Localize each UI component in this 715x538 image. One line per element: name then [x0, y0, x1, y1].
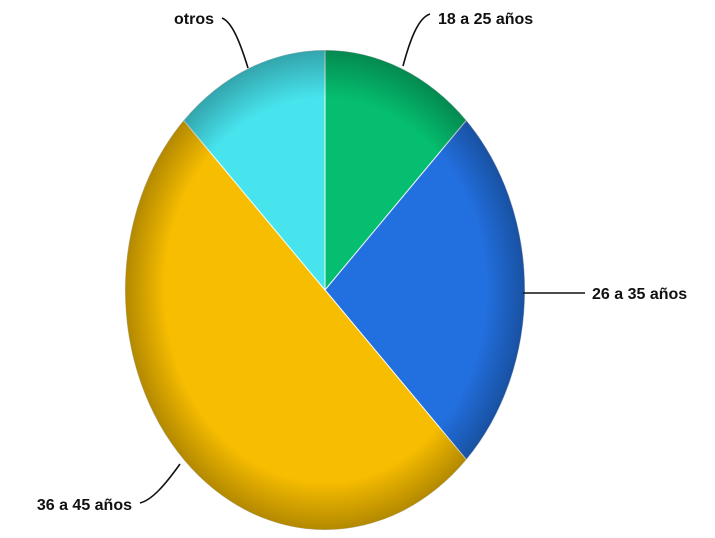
slice-label-4: otros	[174, 11, 214, 28]
slices-layer	[124, 49, 526, 531]
leader-line-1	[402, 13, 431, 67]
leader-line-3	[139, 463, 181, 504]
leader-line-4	[221, 17, 249, 69]
slice-label-1: 18 a 25 años	[438, 11, 533, 28]
labels-layer: 18 a 25 años 26 a 35 años 36 a 45 años otro…	[37, 11, 687, 514]
slice-label-3: 36 a 45 años	[37, 497, 132, 514]
slice-label-2: 26 a 35 años	[592, 286, 687, 303]
